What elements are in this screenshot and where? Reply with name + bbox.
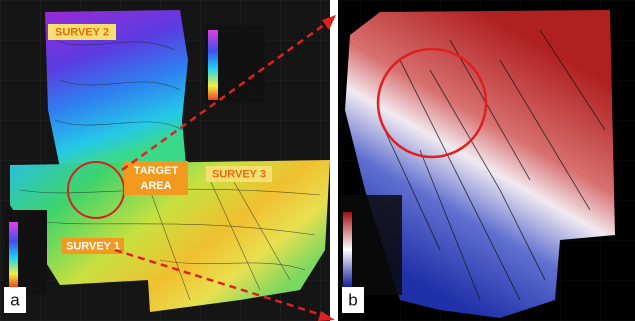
area-label: AREA — [140, 180, 171, 192]
legend-a-top-colorbar — [208, 30, 218, 100]
figure: SURVEY 2 TARGET AREA SURVEY 3 SURVEY 1 a… — [0, 0, 635, 321]
legend-a-bottom-colorbar — [9, 222, 18, 287]
page: SURVEY 2 TARGET AREA SURVEY 3 SURVEY 1 a… — [0, 0, 635, 321]
panel-b-letter: b — [348, 290, 357, 309]
survey-1-label: SURVEY 1 — [66, 240, 120, 252]
panel-a-letter: a — [10, 290, 20, 309]
legend-b-colorbar — [343, 212, 352, 287]
survey-2-label: SURVEY 2 — [55, 26, 109, 38]
survey-3-label: SURVEY 3 — [212, 168, 266, 180]
target-label: TARGET — [134, 165, 179, 177]
